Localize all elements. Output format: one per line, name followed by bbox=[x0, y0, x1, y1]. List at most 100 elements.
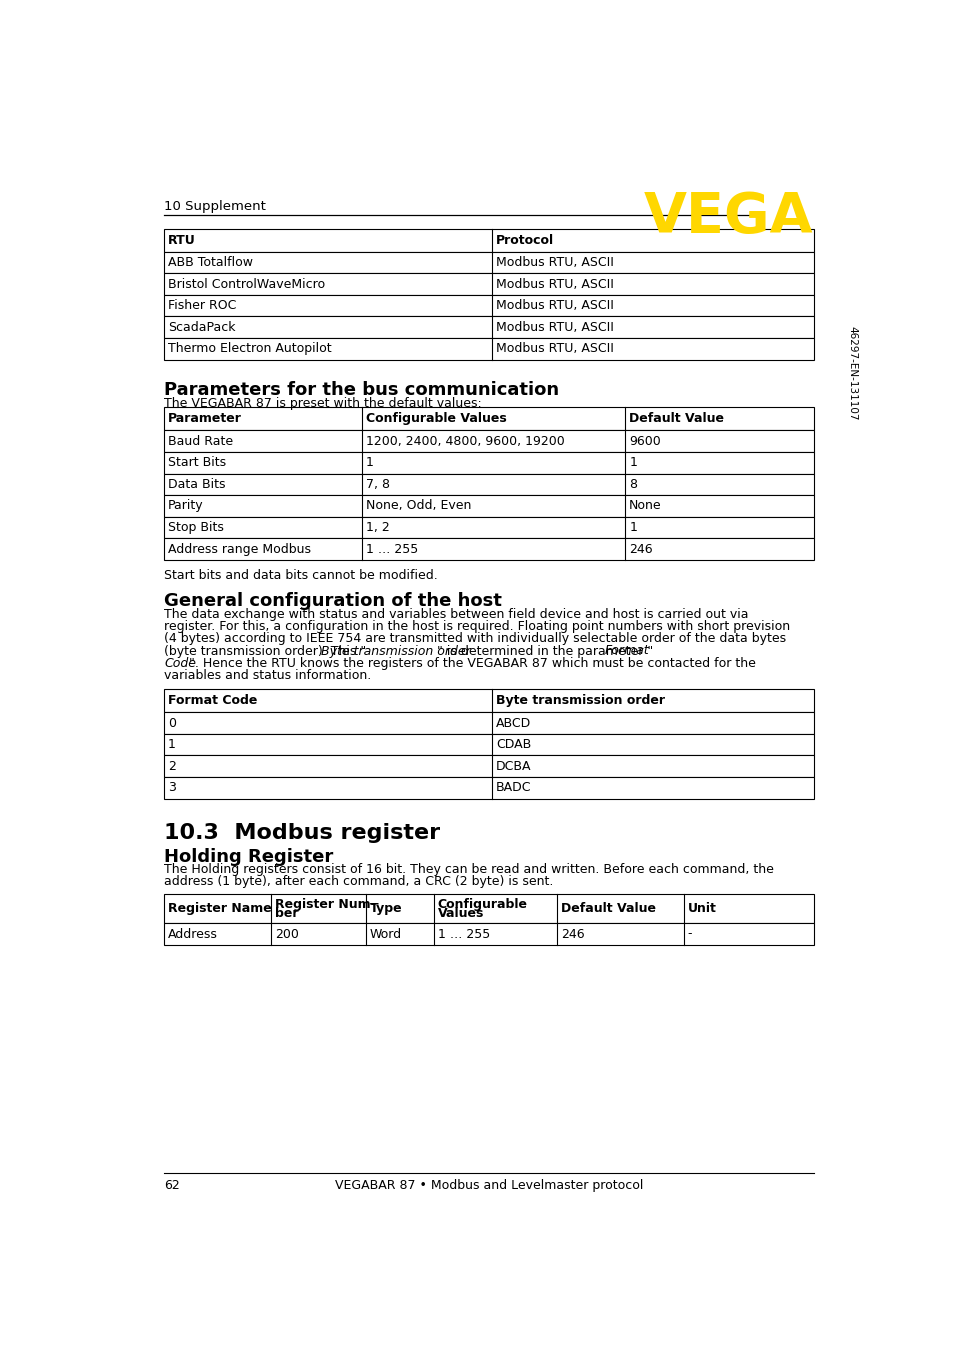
Text: ber: ber bbox=[275, 907, 298, 919]
Text: Unit: Unit bbox=[687, 902, 716, 915]
Text: Thermo Electron Autopilot: Thermo Electron Autopilot bbox=[168, 343, 332, 355]
Text: Start bits and data bits cannot be modified.: Start bits and data bits cannot be modif… bbox=[164, 569, 437, 582]
Bar bbox=[164, 517, 813, 539]
Text: Modbus RTU, ASCII: Modbus RTU, ASCII bbox=[496, 299, 614, 313]
Text: Configurable Values: Configurable Values bbox=[366, 413, 506, 425]
Text: Byte transmission order: Byte transmission order bbox=[496, 695, 664, 707]
Bar bbox=[164, 474, 813, 496]
Text: 1200, 2400, 4800, 9600, 19200: 1200, 2400, 4800, 9600, 19200 bbox=[366, 435, 564, 448]
Text: 62: 62 bbox=[164, 1179, 180, 1192]
Bar bbox=[164, 274, 813, 295]
Text: 3: 3 bbox=[168, 781, 175, 795]
Text: -: - bbox=[687, 927, 692, 941]
Text: ABB Totalflow: ABB Totalflow bbox=[168, 256, 253, 269]
Bar bbox=[164, 252, 813, 274]
Bar bbox=[164, 452, 813, 474]
Bar bbox=[164, 894, 813, 923]
Bar bbox=[164, 734, 813, 756]
Text: 246: 246 bbox=[560, 927, 584, 941]
Text: Configurable: Configurable bbox=[437, 898, 527, 911]
Bar bbox=[164, 229, 813, 252]
Text: Modbus RTU, ASCII: Modbus RTU, ASCII bbox=[496, 278, 614, 291]
Bar bbox=[164, 712, 813, 734]
Text: 1: 1 bbox=[629, 521, 637, 533]
Text: Modbus RTU, ASCII: Modbus RTU, ASCII bbox=[496, 256, 614, 269]
Bar bbox=[164, 431, 813, 452]
Text: Code: Code bbox=[164, 657, 196, 670]
Text: VEGA: VEGA bbox=[643, 190, 813, 244]
Text: 10.3  Modbus register: 10.3 Modbus register bbox=[164, 823, 440, 844]
Text: The VEGABAR 87 is preset with the default values:: The VEGABAR 87 is preset with the defaul… bbox=[164, 397, 481, 409]
Text: 10 Supplement: 10 Supplement bbox=[164, 200, 266, 213]
Text: address (1 byte), after each command, a CRC (2 byte) is sent.: address (1 byte), after each command, a … bbox=[164, 876, 553, 888]
Text: Format Code: Format Code bbox=[168, 695, 257, 707]
Text: Protocol: Protocol bbox=[496, 234, 554, 246]
Text: Bristol ControlWaveMicro: Bristol ControlWaveMicro bbox=[168, 278, 325, 291]
Text: 2: 2 bbox=[168, 760, 175, 773]
Text: 1: 1 bbox=[629, 456, 637, 470]
Text: Register Num-: Register Num- bbox=[275, 898, 375, 911]
Text: 9600: 9600 bbox=[629, 435, 660, 448]
Text: 1 … 255: 1 … 255 bbox=[366, 543, 418, 555]
Text: None: None bbox=[629, 500, 661, 512]
Bar bbox=[164, 317, 813, 338]
Text: 1: 1 bbox=[168, 738, 175, 751]
Text: Modbus RTU, ASCII: Modbus RTU, ASCII bbox=[496, 343, 614, 355]
Text: VEGABAR 87 • Modbus and Levelmaster protocol: VEGABAR 87 • Modbus and Levelmaster prot… bbox=[335, 1179, 642, 1192]
Text: Holding Register: Holding Register bbox=[164, 848, 334, 865]
Text: Parameter: Parameter bbox=[168, 413, 242, 425]
Text: The Holding registers consist of 16 bit. They can be read and written. Before ea: The Holding registers consist of 16 bit.… bbox=[164, 864, 773, 876]
Text: RTU: RTU bbox=[168, 234, 195, 246]
Text: " is determined in the parameter ": " is determined in the parameter " bbox=[436, 645, 653, 658]
Text: DCBA: DCBA bbox=[496, 760, 531, 773]
Text: 200: 200 bbox=[275, 927, 299, 941]
Text: 8: 8 bbox=[629, 478, 637, 492]
Text: Values: Values bbox=[437, 907, 483, 919]
Text: Type: Type bbox=[369, 902, 401, 915]
Text: 246: 246 bbox=[629, 543, 652, 555]
Text: BADC: BADC bbox=[496, 781, 531, 795]
Text: Byte transmission order: Byte transmission order bbox=[320, 645, 470, 658]
Text: Baud Rate: Baud Rate bbox=[168, 435, 233, 448]
Text: Modbus RTU, ASCII: Modbus RTU, ASCII bbox=[496, 321, 614, 333]
Bar bbox=[164, 689, 813, 712]
Text: Parity: Parity bbox=[168, 500, 204, 512]
Text: Data Bits: Data Bits bbox=[168, 478, 225, 492]
Bar bbox=[164, 923, 813, 945]
Text: Default Value: Default Value bbox=[560, 902, 656, 915]
Bar bbox=[164, 408, 813, 431]
Text: CDAB: CDAB bbox=[496, 738, 531, 751]
Text: ScadaPack: ScadaPack bbox=[168, 321, 235, 333]
Text: Word: Word bbox=[369, 927, 401, 941]
Text: 7, 8: 7, 8 bbox=[366, 478, 390, 492]
Bar bbox=[164, 539, 813, 559]
Text: Default Value: Default Value bbox=[629, 413, 723, 425]
Text: 1, 2: 1, 2 bbox=[366, 521, 390, 533]
Text: ABCD: ABCD bbox=[496, 716, 531, 730]
Text: The data exchange with status and variables between field device and host is car: The data exchange with status and variab… bbox=[164, 608, 748, 620]
Text: 0: 0 bbox=[168, 716, 176, 730]
Text: Address range Modbus: Address range Modbus bbox=[168, 543, 311, 555]
Text: Stop Bits: Stop Bits bbox=[168, 521, 224, 533]
Bar bbox=[164, 295, 813, 317]
Text: General configuration of the host: General configuration of the host bbox=[164, 592, 501, 611]
Bar bbox=[164, 496, 813, 517]
Text: None, Odd, Even: None, Odd, Even bbox=[366, 500, 471, 512]
Text: Address: Address bbox=[168, 927, 217, 941]
Bar bbox=[164, 338, 813, 360]
Text: 1: 1 bbox=[366, 456, 374, 470]
Text: variables and status information.: variables and status information. bbox=[164, 669, 371, 682]
Text: (byte transmission order). This ": (byte transmission order). This " bbox=[164, 645, 366, 658]
Text: Start Bits: Start Bits bbox=[168, 456, 226, 470]
Text: register. For this, a configuration in the host is required. Floating point numb: register. For this, a configuration in t… bbox=[164, 620, 789, 632]
Text: Fisher ROC: Fisher ROC bbox=[168, 299, 236, 313]
Text: (4 bytes) according to IEEE 754 are transmitted with individually selectable ord: (4 bytes) according to IEEE 754 are tran… bbox=[164, 632, 785, 645]
Bar bbox=[164, 756, 813, 777]
Bar bbox=[164, 777, 813, 799]
Text: ". Hence the RTU knows the registers of the VEGABAR 87 which must be contacted f: ". Hence the RTU knows the registers of … bbox=[189, 657, 755, 670]
Text: 1 … 255: 1 … 255 bbox=[437, 927, 489, 941]
Text: Register Name: Register Name bbox=[168, 902, 272, 915]
Text: Parameters for the bus communication: Parameters for the bus communication bbox=[164, 382, 558, 399]
Text: Format: Format bbox=[604, 645, 649, 658]
Text: 46297-EN-131107: 46297-EN-131107 bbox=[846, 326, 857, 421]
